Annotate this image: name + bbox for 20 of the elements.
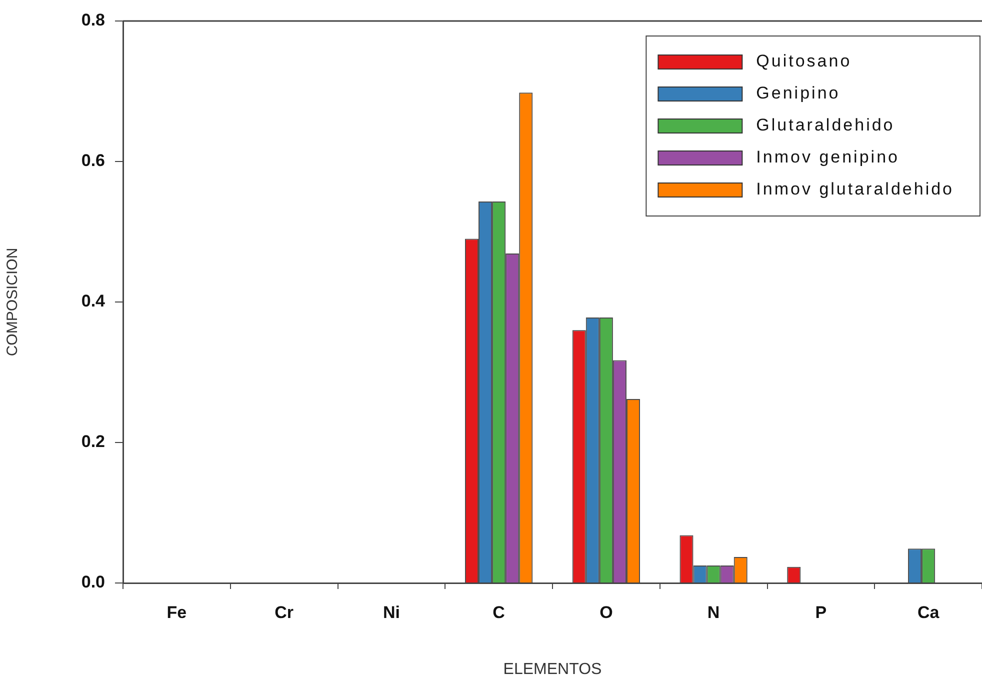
y-tick-label: 0.8: [81, 10, 105, 30]
legend-label: Genipino: [756, 84, 840, 103]
legend-label: Glutaraldehido: [756, 116, 895, 135]
y-tick-label: 0.4: [81, 292, 106, 311]
legend-label: Inmov genipino: [756, 148, 900, 167]
x-tick-label: N: [707, 602, 720, 622]
y-tick-label: 0.0: [81, 572, 105, 592]
legend-label: Quitosano: [756, 52, 852, 71]
x-axis-title: ELEMENTOS: [503, 660, 602, 678]
x-tick-label: O: [600, 602, 613, 622]
y-tick-label: 0.6: [81, 151, 105, 170]
y-axis-title: COMPOSICION: [4, 248, 22, 356]
x-tick-label: C: [492, 602, 505, 622]
legend-label: Inmov glutaraldehido: [756, 180, 954, 199]
y-tick-label: 0.2: [81, 432, 105, 452]
x-tick-label: P: [815, 602, 827, 622]
x-tick-label: Cr: [274, 602, 294, 622]
x-tick-label: Fe: [166, 602, 187, 622]
x-tick-label: Ca: [917, 602, 940, 622]
x-tick-label: Ni: [382, 602, 400, 622]
